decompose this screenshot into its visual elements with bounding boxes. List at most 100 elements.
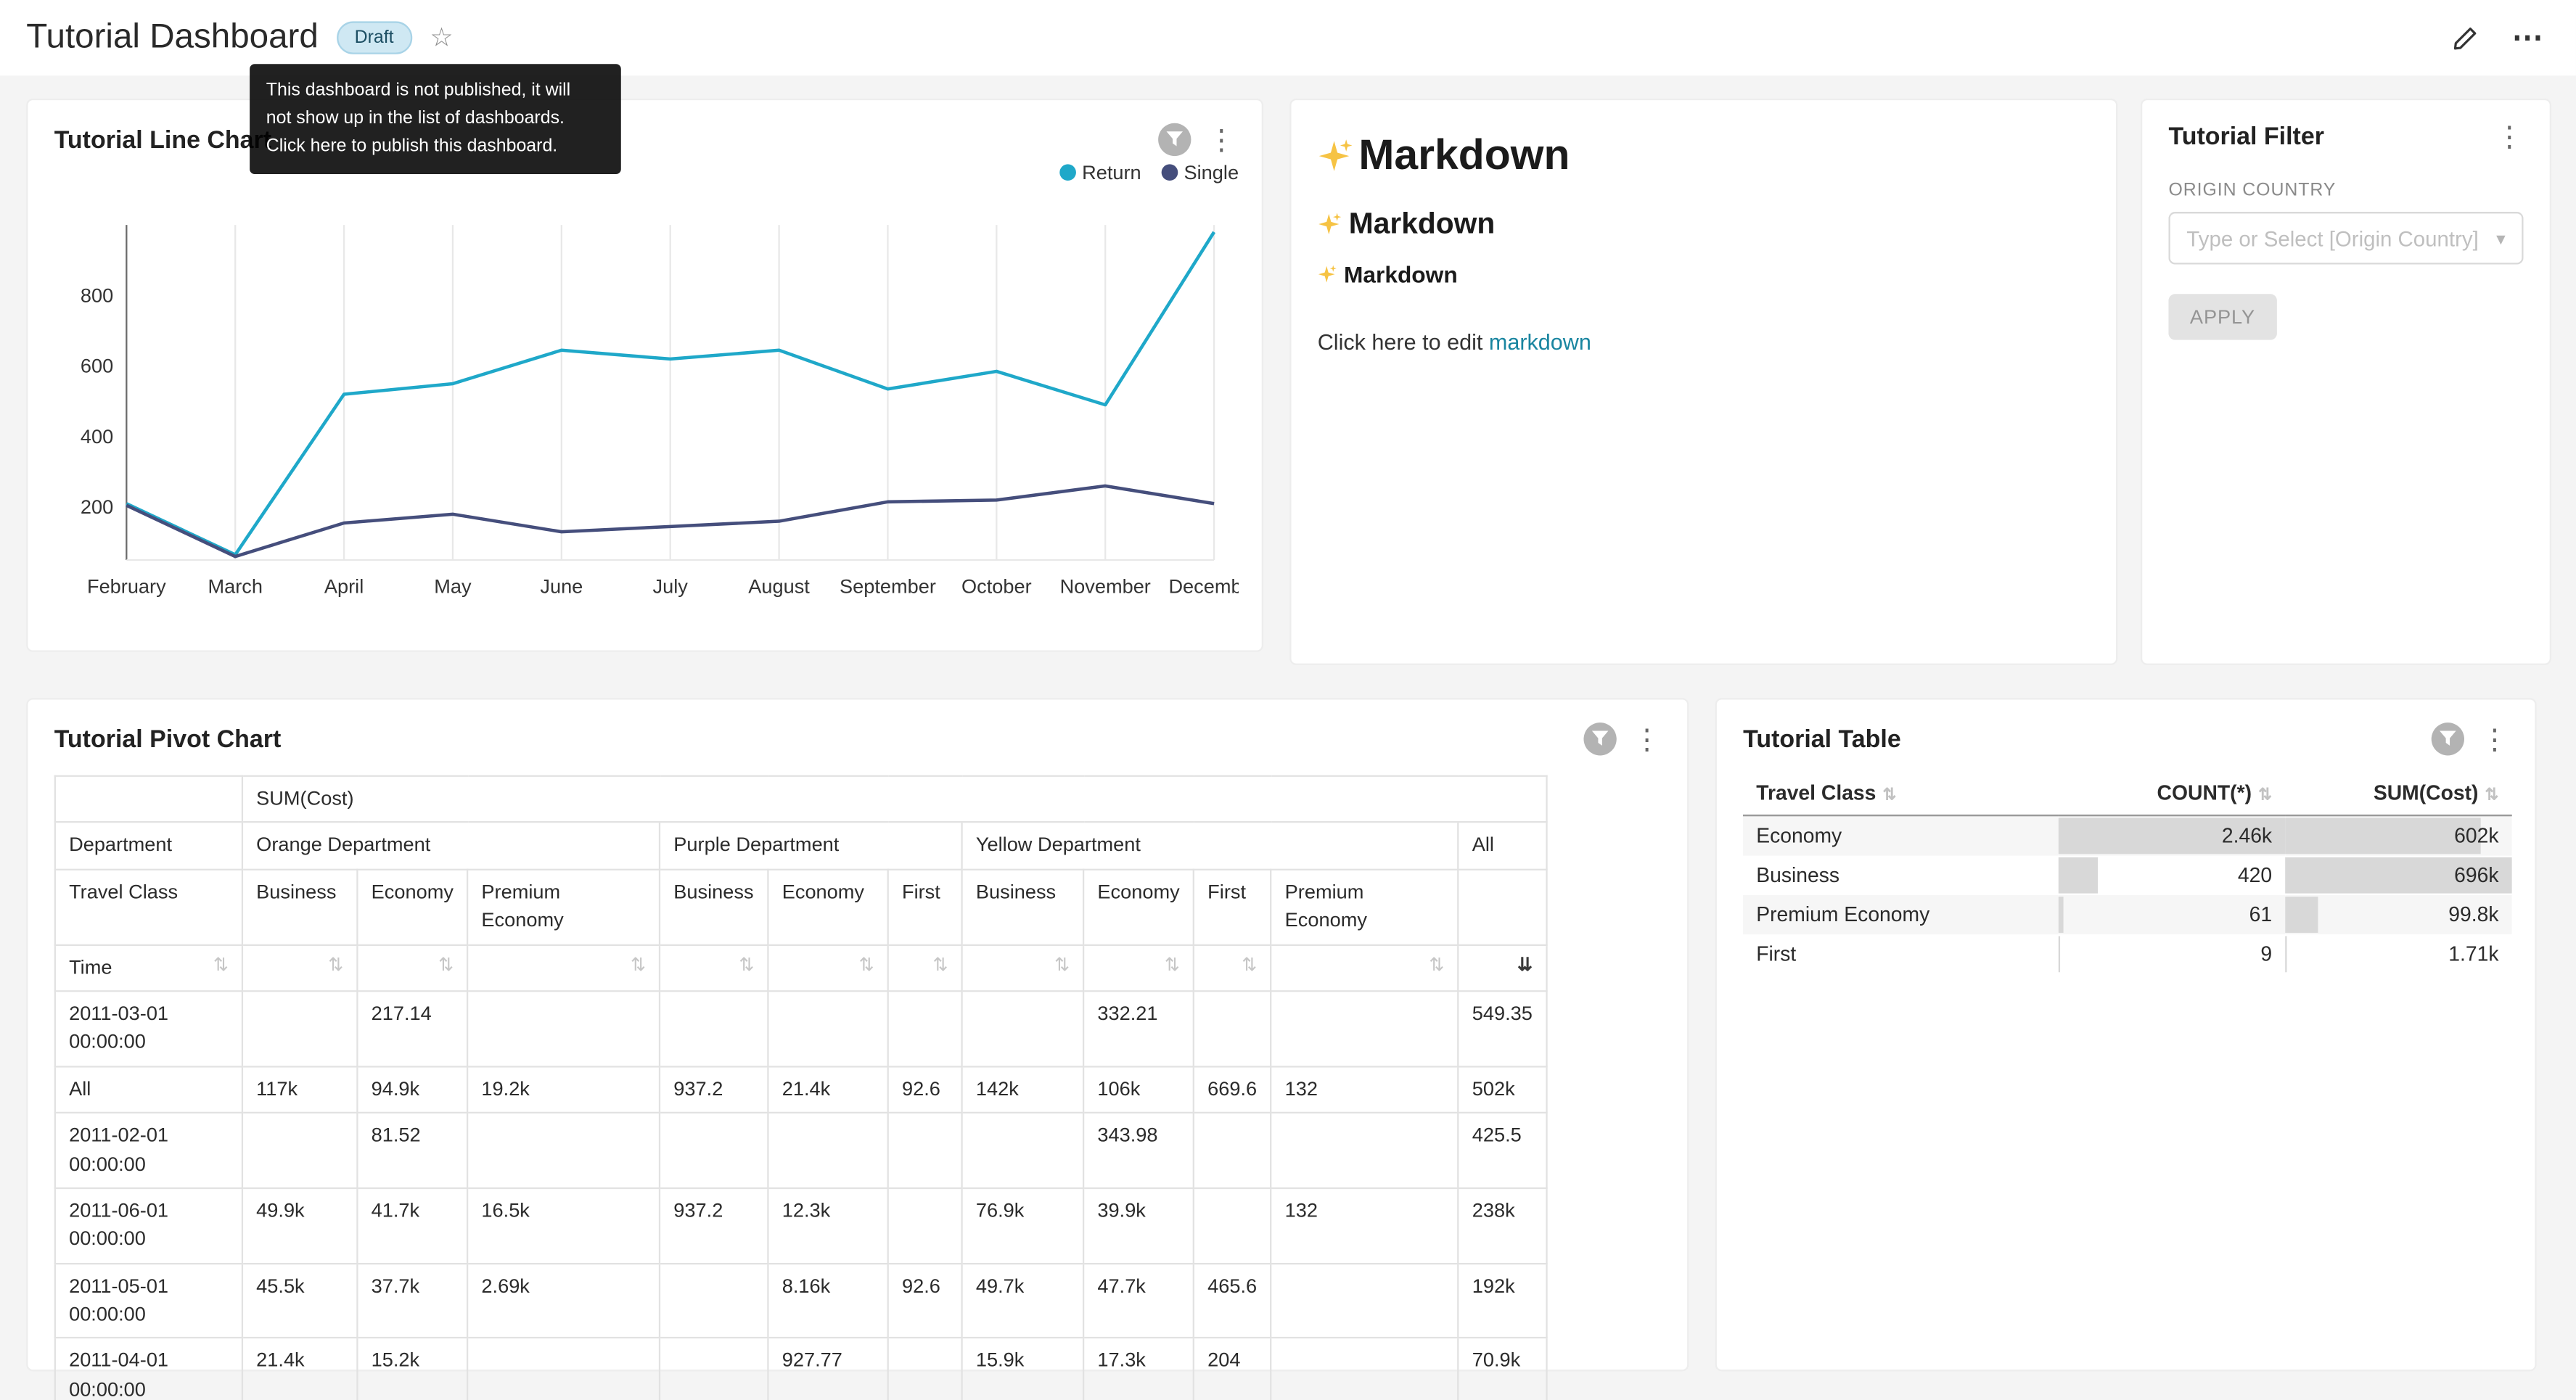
pivot-sort-cell[interactable]: ⇅ [356, 943, 469, 992]
pivot-class-cell: Business [241, 868, 358, 946]
count-bar [2058, 857, 2098, 894]
page-title: Tutorial Dashboard [26, 17, 319, 56]
pivot-row[interactable]: 2011-02-01 00:00:00 81.52 343.98 425.5 [54, 1112, 1548, 1189]
apply-button[interactable]: APPLY [2168, 294, 2277, 340]
table-menu-icon[interactable]: ⋮ [2480, 723, 2509, 755]
pivot-sort-cell-all[interactable]: ⇊ [1457, 943, 1548, 992]
sort-icon[interactable]: ⇅ [2485, 786, 2499, 805]
cross-filter-icon[interactable] [1583, 722, 1617, 756]
col-sum-cost[interactable]: SUM(Cost) ⇅ [2285, 772, 2512, 817]
sort-icon[interactable]: ⇅ [932, 955, 948, 975]
pivot-sort-cell[interactable]: ⇅ [467, 943, 661, 992]
cell-count: 9 [2058, 934, 2285, 973]
sort-icon[interactable]: ⇅ [1164, 955, 1180, 975]
cell-count: 420 [2058, 856, 2285, 895]
sort-icon[interactable]: ⇅ [438, 955, 454, 975]
svg-text:July: July [653, 575, 689, 597]
pivot-value-cell: 19.2k [467, 1065, 661, 1114]
sort-icon[interactable]: ⇅ [1054, 955, 1070, 975]
sort-icon[interactable]: ⇅ [1882, 786, 1897, 805]
pivot-row[interactable]: 2011-05-01 00:00:00 45.5k 37.7k 2.69k 8.16k 9… [54, 1262, 1548, 1340]
pivot-value-cell [658, 990, 769, 1067]
card-header: Tutorial Table ⋮ [1743, 722, 2509, 756]
table-row[interactable]: First 9 1.71k [1743, 934, 2512, 973]
sparkles-icon [1318, 213, 1342, 235]
favorite-star-icon[interactable]: ☆ [430, 24, 454, 53]
sort-icon[interactable]: ⇅ [630, 955, 646, 975]
legend-item-return[interactable]: Return [1059, 161, 1141, 184]
card-markdown[interactable]: Markdown Markdown Markdown Click here to… [1289, 98, 2118, 665]
pivot-value-cell [658, 1112, 769, 1189]
svg-text:June: June [540, 575, 583, 597]
cell-count: 61 [2058, 895, 2285, 934]
pivot-sort-cell[interactable]: ⇅ [658, 943, 769, 992]
pivot-sort-cell[interactable]: ⇅ [241, 943, 358, 992]
pivot-time-header[interactable]: ⇅ Time [54, 943, 244, 992]
cross-filter-icon[interactable] [1158, 123, 1191, 157]
pivot-value-cell: 2.69k [467, 1262, 661, 1340]
table-row[interactable]: Economy 2.46k 602k [1743, 815, 2512, 856]
sort-icon[interactable]: ⇅ [213, 955, 229, 975]
chart-menu-icon[interactable]: ⋮ [1207, 123, 1236, 155]
pivot-row[interactable]: 2011-04-01 00:00:00 21.4k 15.2k 927.77 15.9k… [54, 1337, 1548, 1400]
col-count[interactable]: COUNT(*) ⇅ [2058, 772, 2286, 817]
pivot-menu-icon[interactable]: ⋮ [1633, 723, 1661, 755]
table-title: Tutorial Table [1743, 725, 1901, 754]
col-travel-class[interactable]: Travel Class ⇅ [1743, 772, 2059, 817]
pivot-value-cell: 49.9k [241, 1187, 358, 1264]
edit-dashboard-icon[interactable] [2451, 24, 2479, 52]
sort-desc-icon[interactable]: ⇊ [1517, 955, 1533, 975]
pivot-row[interactable]: All 117k 94.9k 19.2k 937.2 21.4k 92.6 142k 106k 6… [54, 1065, 1548, 1114]
pivot-row-label: 2011-06-01 00:00:00 [54, 1187, 244, 1264]
pivot-value-cell [887, 990, 963, 1067]
pivot-row[interactable]: 2011-06-01 00:00:00 49.9k 41.7k 16.5k 937.2 1… [54, 1187, 1548, 1264]
sort-icon[interactable]: ⇅ [858, 955, 874, 975]
select-placeholder: Type or Select [Origin Country] [2186, 226, 2479, 251]
sort-icon[interactable]: ⇅ [2258, 786, 2273, 805]
filter-menu-icon[interactable]: ⋮ [2495, 121, 2524, 153]
sort-icon[interactable]: ⇅ [739, 955, 755, 975]
pivot-class-cell: Economy [1083, 868, 1195, 946]
pivot-row[interactable]: 2011-03-01 00:00:00 217.14 332.21 549.35 [54, 990, 1548, 1067]
cross-filter-icon[interactable] [2431, 722, 2464, 756]
pivot-title: Tutorial Pivot Chart [54, 725, 282, 754]
more-menu-icon[interactable]: ⋯ [2511, 20, 2543, 55]
svg-text:800: 800 [81, 284, 113, 306]
pivot-sort-cell[interactable]: ⇅ [1270, 943, 1459, 992]
pivot-value-cell [1192, 990, 1272, 1067]
pivot-sort-cell[interactable]: ⇅ [1083, 943, 1195, 992]
pivot-row-label: All [54, 1065, 244, 1114]
sort-icon[interactable]: ⇅ [1242, 955, 1258, 975]
svg-text:November: November [1060, 575, 1151, 597]
table-row[interactable]: Business 420 696k [1743, 856, 2512, 895]
markdown-h3: Markdown [1318, 261, 2090, 287]
pivot-class-cell: First [1192, 868, 1272, 946]
filter-field-label: ORIGIN COUNTRY [2168, 181, 2337, 201]
count-bar [2058, 897, 2064, 933]
pivot-sort-cell[interactable]: ⇅ [1192, 943, 1272, 992]
pivot-value-cell: 15.9k [961, 1337, 1085, 1400]
markdown-h1-text: Markdown [1358, 129, 1570, 179]
table-row[interactable]: Premium Economy 61 99.8k [1743, 894, 2512, 935]
edit-markdown-link[interactable]: markdown [1488, 330, 1591, 355]
markdown-h3-text: Markdown [1343, 260, 1458, 288]
pivot-sort-cell[interactable]: ⇅ [767, 943, 889, 992]
pivot-value-cell: 332.21 [1083, 990, 1195, 1067]
pivot-sort-cell[interactable]: ⇅ [961, 943, 1085, 992]
legend-dot-single [1160, 164, 1178, 181]
pivot-value-cell [1270, 1337, 1459, 1400]
sum-bar [2285, 936, 2286, 973]
pivot-sort-cell[interactable]: ⇅ [887, 943, 963, 992]
line-chart[interactable]: 200 400 600 800 February March April May June Jul… [54, 209, 1239, 643]
pivot-class-cell: Premium Economy [467, 868, 661, 946]
draft-badge[interactable]: Draft [336, 21, 412, 55]
pivot-value-cell: 192k [1457, 1262, 1548, 1340]
origin-country-select[interactable]: Type or Select [Origin Country] ▾ [2168, 212, 2524, 265]
legend-item-single[interactable]: Single [1160, 161, 1239, 184]
publish-tooltip[interactable]: This dashboard is not published, it will… [250, 64, 621, 175]
cell-travel-class: Premium Economy [1756, 903, 1930, 926]
sort-icon[interactable]: ⇅ [328, 955, 344, 975]
sort-icon[interactable]: ⇅ [1429, 955, 1445, 975]
card-tutorial-pivot-chart: Tutorial Pivot Chart ⋮ SUM(Cost) [26, 698, 1689, 1400]
svg-text:200: 200 [81, 495, 113, 518]
